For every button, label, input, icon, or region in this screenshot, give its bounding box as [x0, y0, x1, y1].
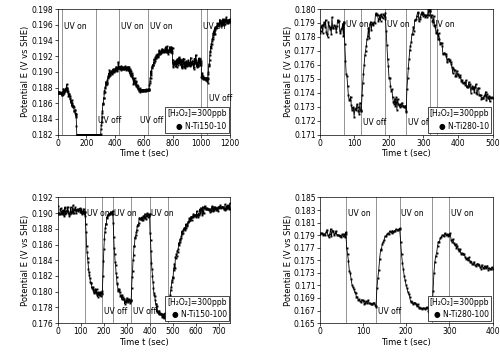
- Y-axis label: Potential E (V vs SHE): Potential E (V vs SHE): [284, 26, 292, 117]
- Text: UV on: UV on: [203, 22, 226, 31]
- Text: UV off: UV off: [378, 306, 401, 316]
- Text: UV off: UV off: [408, 118, 431, 127]
- Text: UV on: UV on: [64, 22, 86, 31]
- Text: UV on: UV on: [348, 209, 370, 218]
- Text: [H₂O₂]=300ppb
● N-Ti280-100: [H₂O₂]=300ppb ● N-Ti280-100: [430, 298, 489, 319]
- Text: UV on: UV on: [451, 209, 473, 218]
- Text: UV on: UV on: [152, 209, 174, 218]
- Text: UV off: UV off: [209, 94, 232, 103]
- Text: UV on: UV on: [150, 22, 172, 31]
- Text: UV off: UV off: [140, 116, 163, 125]
- Text: [H₂O₂]=300ppb
● N-Ti150-100: [H₂O₂]=300ppb ● N-Ti150-100: [167, 298, 226, 319]
- Text: UV off: UV off: [98, 116, 122, 125]
- Text: UV on: UV on: [121, 22, 144, 31]
- X-axis label: Time t (sec): Time t (sec): [119, 149, 168, 158]
- Y-axis label: Potential E (V vs SHE): Potential E (V vs SHE): [21, 215, 30, 306]
- Text: UV on: UV on: [402, 209, 424, 218]
- Text: UV on: UV on: [387, 20, 410, 29]
- X-axis label: Time t (sec): Time t (sec): [382, 338, 431, 347]
- Text: UV on: UV on: [87, 209, 110, 218]
- Y-axis label: Potential E (V vs SHE): Potential E (V vs SHE): [21, 26, 30, 117]
- Text: UV on: UV on: [114, 209, 137, 218]
- Y-axis label: Potential E (V vs SHE): Potential E (V vs SHE): [284, 215, 292, 306]
- Text: UV off: UV off: [104, 306, 128, 316]
- Text: UV on: UV on: [432, 20, 454, 29]
- Text: [H₂O₂]=300ppb
● N-Ti280-10: [H₂O₂]=300ppb ● N-Ti280-10: [430, 109, 489, 131]
- Text: UV off: UV off: [434, 306, 457, 316]
- Text: UV off: UV off: [170, 306, 193, 316]
- X-axis label: Time t (sec): Time t (sec): [119, 338, 168, 347]
- Text: UV off: UV off: [363, 118, 386, 127]
- Text: UV on: UV on: [346, 20, 368, 29]
- Text: UV off: UV off: [133, 306, 156, 316]
- Text: [H₂O₂]=300ppb
● N-Ti150-10: [H₂O₂]=300ppb ● N-Ti150-10: [167, 109, 226, 131]
- X-axis label: Time t (sec): Time t (sec): [382, 149, 431, 158]
